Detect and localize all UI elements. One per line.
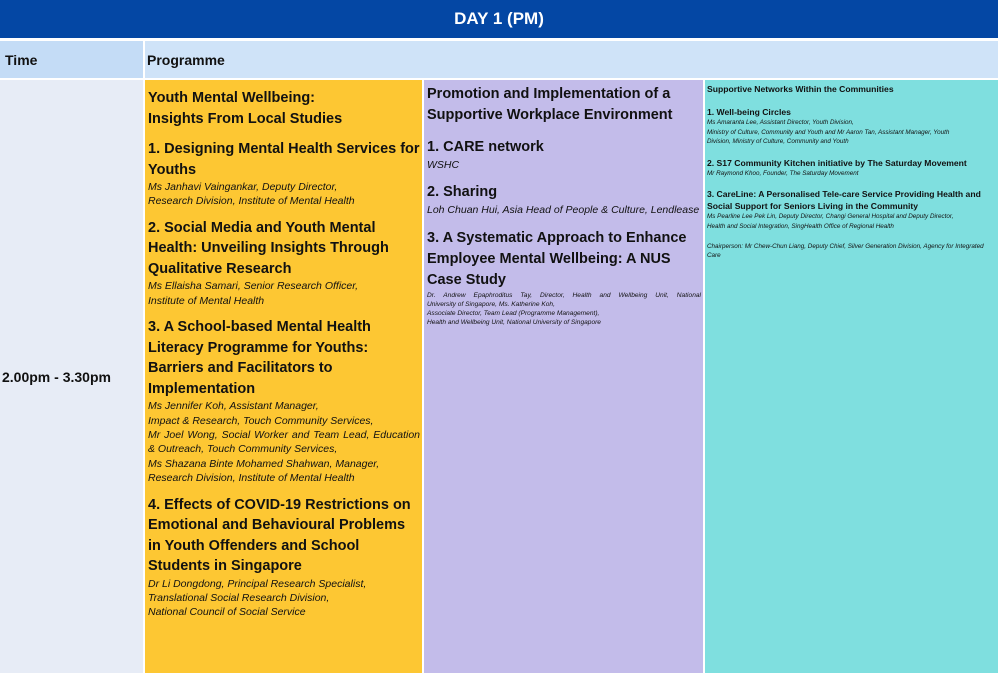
track-supportive-networks: Supportive Networks Within the Communiti… xyxy=(705,80,998,673)
speaker-line: Loh Chuan Hui, Asia Head of People & Cul… xyxy=(427,204,700,217)
track-b-title: Promotion and Implementation of a Suppor… xyxy=(427,86,673,123)
speaker-line: University of Singapore, Ms. Katherine K… xyxy=(427,301,555,309)
day-title: DAY 1 (PM) xyxy=(454,9,544,28)
speaker-line: Ministry of Culture, Community and Youth… xyxy=(707,128,950,136)
track-c-title: Supportive Networks Within the Communiti… xyxy=(707,84,894,94)
track-youth-mental-wellbeing: Youth Mental Wellbeing: Insights From Lo… xyxy=(145,80,422,673)
track-b-talk-1-title: 1. CARE network xyxy=(427,139,544,155)
speaker-line: Associate Director, Team Lead (Programme… xyxy=(427,310,600,318)
speaker-line: Ms Jennifer Koh, Assistant Manager, xyxy=(148,400,319,413)
track-a-talk-3-title: 3. A School-based Mental Health Literacy… xyxy=(148,319,371,397)
speaker-line: Research Division, Institute of Mental H… xyxy=(148,472,355,485)
track-c-chairperson: Chairperson: Mr Chew-Chun Liang, Deputy … xyxy=(707,242,996,261)
track-a-title: Youth Mental Wellbeing: Insights From Lo… xyxy=(148,88,420,129)
speaker-line: Institute of Mental Health xyxy=(148,294,265,307)
track-a-talk-3-speakers: Ms Jennifer Koh, Assistant Manager, Impa… xyxy=(148,399,420,485)
speaker-line: Research Division, Institute of Mental H… xyxy=(148,195,355,208)
speaker-line: Health and Social Integration, SingHealt… xyxy=(707,222,894,230)
speaker-line: Dr Li Dongdong, Principal Research Speci… xyxy=(148,577,367,590)
speaker-line: Ms Janhavi Vaingankar, Deputy Director, xyxy=(148,181,338,193)
header-programme: Programme xyxy=(145,41,998,78)
track-c-talk-2-speakers: Mr Raymond Khoo, Founder, The Saturday M… xyxy=(707,169,996,179)
track-b-talk-3-speakers: Dr. Andrew Epaphroditus Tay, Director, H… xyxy=(427,291,701,328)
track-c-talk-2-title: 2. S17 Community Kitchen initiative by T… xyxy=(707,157,967,168)
speaker-line: WSHC xyxy=(427,159,460,171)
track-b-talk-2-speaker: Loh Chuan Hui, Asia Head of People & Cul… xyxy=(427,203,701,217)
track-c-talk-1-title: 1. Well-being Circles xyxy=(707,107,791,117)
track-supportive-workplace: Promotion and Implementation of a Suppor… xyxy=(424,80,703,673)
day-banner: DAY 1 (PM) xyxy=(0,0,998,38)
header-programme-label: Programme xyxy=(147,51,225,68)
track-c-talk-3-title: 3. CareLine: A Personalised Tele-care Se… xyxy=(707,189,981,212)
track-b-talk-2-title: 2. Sharing xyxy=(427,184,498,201)
track-c-talk-3-speakers: Ms Pearline Lee Pek Lin, Deputy Director… xyxy=(707,212,996,231)
track-a-talk-4-title: 4. Effects of COVID-19 Restrictions on E… xyxy=(148,496,411,575)
speaker-line: Dr. Andrew Epaphroditus Tay, Director, H… xyxy=(427,291,701,299)
speaker-line: Ms Pearline Lee Pek Lin, Deputy Director… xyxy=(707,213,954,221)
track-a-talk-1-speakers: Ms Janhavi Vaingankar, Deputy Director, … xyxy=(148,180,420,209)
speaker-line: Mr Joel Wong, Social Worker and Team Lea… xyxy=(148,428,420,456)
speaker-line: Translational Social Research Division, xyxy=(148,591,330,604)
track-a-talk-2-title: 2. Social Media and Youth Mental Health:… xyxy=(148,219,389,277)
speaker-line: Mr Raymond Khoo, Founder, The Saturday M… xyxy=(707,169,859,177)
header-time: Time xyxy=(0,41,143,78)
speaker-line: Impact & Research, Touch Community Servi… xyxy=(148,414,374,427)
track-a-title-line2: Insights From Local Studies xyxy=(148,110,343,127)
track-a-talk-2-speakers: Ms Ellaisha Samari, Senior Research Offi… xyxy=(148,279,420,308)
track-b-talk-3-title: 3. A Systematic Approach to Enhance Empl… xyxy=(427,229,687,288)
speaker-line: National Council of Social Service xyxy=(148,606,306,619)
speaker-line: Ms Ellaisha Samari, Senior Research Offi… xyxy=(148,280,359,293)
speaker-line: Health and Wellbeing Unit, National Univ… xyxy=(427,319,601,327)
speaker-line: Ms Shazana Binte Mohamed Shahwan, Manage… xyxy=(148,457,380,470)
session-time: 2.00pm - 3.30pm xyxy=(2,368,111,385)
track-a-talk-1-title: 1. Designing Mental Health Services for … xyxy=(148,141,420,178)
speaker-line: Division, Ministry of Culture, Community… xyxy=(707,138,849,146)
track-b-talk-1-speaker: WSHC xyxy=(427,158,701,172)
session-time-cell: 2.00pm - 3.30pm xyxy=(0,80,143,673)
track-a-talk-4-speakers: Dr Li Dongdong, Principal Research Speci… xyxy=(148,577,420,620)
chairperson-line: Chairperson: Mr Chew-Chun Liang, Deputy … xyxy=(707,242,984,260)
speaker-line: Ms Amaranta Lee, Assistant Director, You… xyxy=(707,119,854,126)
track-a-title-line1: Youth Mental Wellbeing: xyxy=(148,90,316,106)
header-time-label: Time xyxy=(5,51,38,68)
track-c-talk-1-speakers: Ms Amaranta Lee, Assistant Director, You… xyxy=(707,118,996,147)
